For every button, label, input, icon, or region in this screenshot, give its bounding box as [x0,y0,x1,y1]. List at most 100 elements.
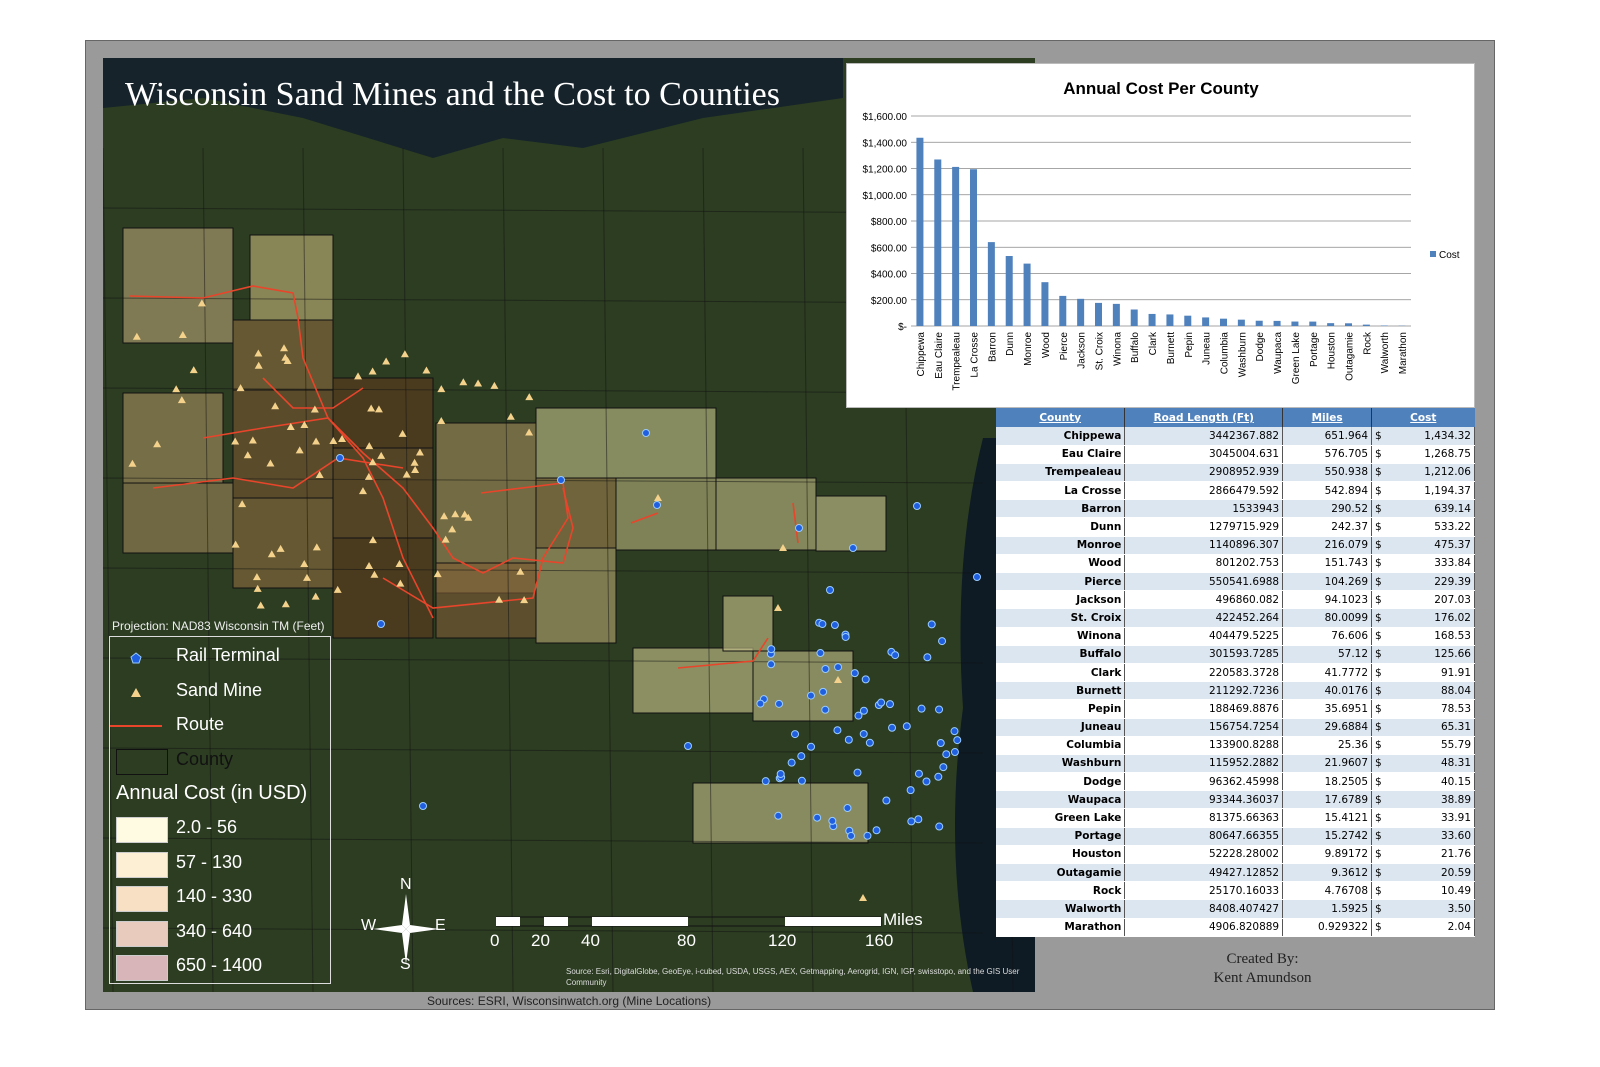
rail-terminal-marker[interactable] [942,750,951,759]
sand-mine-marker[interactable] [132,332,141,340]
rail-terminal-marker[interactable] [791,730,800,739]
rail-terminal-marker[interactable] [935,822,944,831]
sand-mine-marker[interactable] [774,604,782,611]
rail-terminal-marker[interactable] [807,742,816,751]
rail-terminal-marker[interactable] [419,802,427,810]
rail-terminal-marker[interactable] [877,698,886,707]
sand-mine-marker[interactable] [254,361,263,369]
sand-mine-marker[interactable] [374,405,383,413]
county-polygon[interactable] [122,227,234,344]
sand-mine-marker[interactable] [315,470,324,478]
sand-mine-marker[interactable] [779,544,787,551]
rail-terminal-marker[interactable] [821,705,830,714]
rail-terminal-marker[interactable] [861,675,870,684]
sand-mine-marker[interactable] [172,385,181,393]
county-polygon[interactable] [249,234,334,321]
county-polygon[interactable] [232,497,334,589]
sand-mine-marker[interactable] [525,428,534,436]
county-polygon[interactable] [332,447,434,539]
rail-terminal-marker[interactable] [834,663,843,672]
sand-mine-marker[interactable] [153,440,162,448]
sand-mine-marker[interactable] [368,367,377,375]
sand-mine-marker[interactable] [415,448,424,456]
rail-terminal-marker[interactable] [826,586,834,594]
sand-mine-marker[interactable] [490,381,499,389]
county-polygon[interactable] [122,482,234,554]
sand-mine-marker[interactable] [271,402,280,410]
sand-mine-marker[interactable] [354,372,363,380]
rail-terminal-marker[interactable] [859,729,868,738]
rail-terminal-marker[interactable] [828,816,837,825]
sand-mine-marker[interactable] [365,561,374,569]
rail-terminal-marker[interactable] [847,831,856,840]
county-polygon[interactable] [715,477,817,551]
sand-mine-marker[interactable] [516,567,525,575]
sand-mine-marker[interactable] [437,417,446,425]
sand-mine-marker[interactable] [370,570,379,578]
sand-mine-marker[interactable] [281,600,290,608]
sand-mine-marker[interactable] [400,350,409,358]
rail-terminal-marker[interactable] [853,768,862,777]
sand-mine-marker[interactable] [197,299,206,307]
rail-terminal-marker[interactable] [653,501,661,509]
sand-mine-marker[interactable] [448,525,457,533]
rail-terminal-marker[interactable] [872,826,881,835]
rail-terminal-marker[interactable] [642,429,650,437]
sand-mine-marker[interactable] [377,451,386,459]
sand-mine-marker[interactable] [266,459,275,467]
sand-mine-marker[interactable] [286,423,295,431]
sand-mine-marker[interactable] [300,420,309,428]
rail-terminal-marker[interactable] [902,722,911,731]
sand-mine-marker[interactable] [525,393,534,401]
sand-mine-marker[interactable] [280,344,289,352]
rail-terminal-marker[interactable] [850,669,859,678]
sand-mine-marker[interactable] [312,543,321,551]
sand-mine-marker[interactable] [312,437,321,445]
sand-mine-marker[interactable] [398,429,407,437]
county-polygon[interactable] [232,319,334,391]
rail-terminal-marker[interactable] [973,573,981,581]
sand-mine-marker[interactable] [238,500,247,508]
rail-terminal-marker[interactable] [813,813,822,822]
sand-mine-marker[interactable] [859,894,867,901]
sand-mine-marker[interactable] [437,385,446,393]
rail-terminal-marker[interactable] [923,653,932,662]
sand-mine-marker[interactable] [276,544,285,552]
sand-mine-marker[interactable] [329,436,338,444]
sand-mine-marker[interactable] [495,595,504,603]
rail-terminal-marker[interactable] [841,632,850,641]
sand-mine-marker[interactable] [474,379,483,387]
rail-terminal-marker[interactable] [935,705,944,714]
rail-terminal-marker[interactable] [907,817,916,826]
county-polygon[interactable] [535,407,717,479]
rail-terminal-marker[interactable] [830,621,839,630]
sand-mine-marker[interactable] [395,559,404,567]
rail-terminal-marker[interactable] [934,772,943,781]
sand-mine-marker[interactable] [177,396,186,404]
rail-terminal-marker[interactable] [843,804,852,813]
rail-terminal-marker[interactable] [906,786,915,795]
rail-terminal-marker[interactable] [865,738,874,747]
sand-mine-marker[interactable] [189,366,198,374]
rail-terminal-marker[interactable] [795,524,803,532]
rail-terminal-marker[interactable] [914,815,923,824]
rail-terminal-marker[interactable] [882,796,891,805]
sand-mine-marker[interactable] [367,404,376,412]
sand-mine-marker[interactable] [302,573,311,581]
sand-mine-marker[interactable] [396,579,405,587]
sand-mine-marker[interactable] [252,573,261,581]
rail-terminal-marker[interactable] [557,476,565,484]
rail-terminal-marker[interactable] [377,620,385,628]
rail-terminal-marker[interactable] [849,544,857,552]
county-polygon[interactable] [615,477,717,551]
sand-mine-marker[interactable] [358,487,367,495]
rail-terminal-marker[interactable] [797,776,806,785]
county-polygon[interactable] [815,495,887,552]
rail-terminal-marker[interactable] [684,742,692,750]
sand-mine-marker[interactable] [451,510,460,518]
rail-terminal-marker[interactable] [787,758,796,767]
rail-terminal-marker[interactable] [775,699,784,708]
sand-mine-marker[interactable] [460,510,469,518]
sand-mine-marker[interactable] [310,405,319,413]
rail-terminal-marker[interactable] [891,651,900,660]
